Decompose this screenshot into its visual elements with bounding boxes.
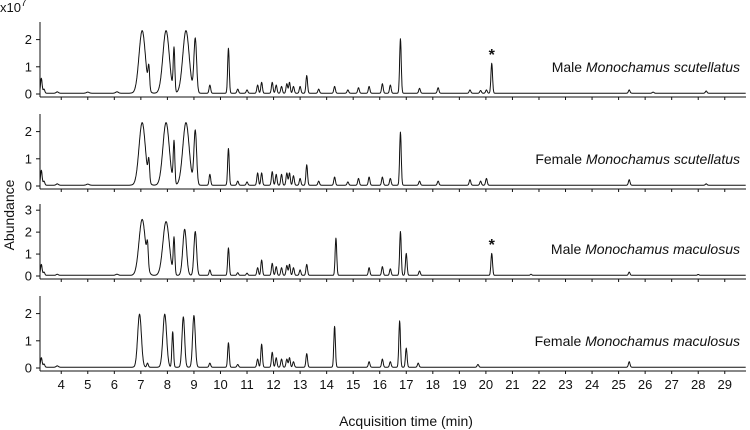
- x-tick-label: 14: [319, 377, 333, 392]
- y-tick-label: 1: [25, 333, 32, 348]
- x-tick-label: 5: [84, 377, 91, 392]
- x-tick-label: 4: [58, 377, 65, 392]
- x-tick-label: 17: [399, 377, 413, 392]
- panel-label-species: Monochamus scutellatus: [586, 151, 740, 167]
- panel-label: Female Monochamus maculosus: [535, 333, 740, 349]
- panel-label-species: Monochamus maculosus: [585, 241, 740, 257]
- y-tick-label: 2: [25, 32, 32, 47]
- peak-marker-star: *: [489, 47, 496, 64]
- scale-multiplier-base: x10: [0, 0, 21, 15]
- x-tick-label: 6: [111, 377, 118, 392]
- y-tick-label: 1: [25, 247, 32, 262]
- chromatogram-trace: [39, 122, 746, 186]
- x-tick-label: 24: [585, 377, 599, 392]
- y-tick-label: 1: [25, 151, 32, 166]
- x-tick-label: 20: [479, 377, 493, 392]
- x-tick-label: 12: [266, 377, 280, 392]
- x-tick-label: 25: [611, 377, 625, 392]
- chromatogram-panel-4: 0 1 2 Female Monochamus maculosus: [25, 296, 746, 376]
- x-tick-label: 29: [718, 377, 732, 392]
- x-tick-label: 11: [240, 377, 254, 392]
- y-tick-label: 2: [25, 225, 32, 240]
- panel-label: Female Monochamus scutellatus: [535, 151, 740, 167]
- x-tick-label: 15: [346, 377, 360, 392]
- x-tick-label: 27: [664, 377, 678, 392]
- chromatogram-trace: [39, 30, 746, 94]
- x-tick-label: 13: [293, 377, 307, 392]
- y-tick-label: 0: [25, 87, 32, 102]
- y-tick-label: 1: [25, 59, 32, 74]
- panel-label-species: Monochamus maculosus: [585, 333, 740, 349]
- x-tick-label: 28: [691, 377, 705, 392]
- scale-multiplier-exponent: 7: [21, 0, 27, 9]
- x-tick-label: 7: [137, 377, 144, 392]
- panel-label: Male Monochamus maculosus: [551, 241, 740, 257]
- y-tick-label: 2: [25, 124, 32, 139]
- y-tick-label: 0: [25, 361, 32, 376]
- y-tick-label: 3: [25, 203, 32, 218]
- chromatogram-panels: 012*Male Monochamus scutellatus012Female…: [25, 22, 746, 392]
- y-tick-label: 0: [25, 179, 32, 194]
- x-axis-title: Acquisition time (min): [339, 413, 473, 429]
- panel-label-sex: Female: [535, 333, 586, 349]
- chromatogram-panel-3: 0 1 2 3 * Male Monochamus maculosus: [25, 203, 746, 284]
- panel-label-species: Monochamus scutellatus: [586, 59, 740, 75]
- y-axis-title: Abundance: [1, 179, 17, 250]
- panel-label-sex: Male: [552, 59, 586, 75]
- peak-marker-star: *: [489, 237, 496, 254]
- x-tick-label: 16: [372, 377, 386, 392]
- x-tick-label: 21: [505, 377, 519, 392]
- y-tick-label: 0: [25, 269, 32, 284]
- chromatogram-panel-1: 0 1 2 * Male Monochamus scutellatus: [25, 22, 746, 102]
- x-tick-label: 10: [213, 377, 227, 392]
- x-tick-label: 9: [190, 377, 197, 392]
- chromatogram-trace: [39, 218, 746, 276]
- x-tick-label: 22: [532, 377, 546, 392]
- panel-label-sex: Male: [551, 241, 585, 257]
- y-tick-label: 2: [25, 306, 32, 321]
- x-tick-label: 8: [164, 377, 171, 392]
- x-tick-label: 23: [558, 377, 572, 392]
- panel-label: Male Monochamus scutellatus: [552, 59, 740, 75]
- scale-multiplier: x107: [0, 0, 27, 15]
- x-tick-label: 18: [426, 377, 440, 392]
- chromatogram-panel-2: 0 1 2 Female Monochamus scutellatus: [25, 114, 746, 194]
- panel-label-sex: Female: [535, 151, 586, 167]
- chromatogram-trace: [39, 313, 746, 368]
- x-tick-label: 19: [452, 377, 466, 392]
- x-tick-label: 26: [638, 377, 652, 392]
